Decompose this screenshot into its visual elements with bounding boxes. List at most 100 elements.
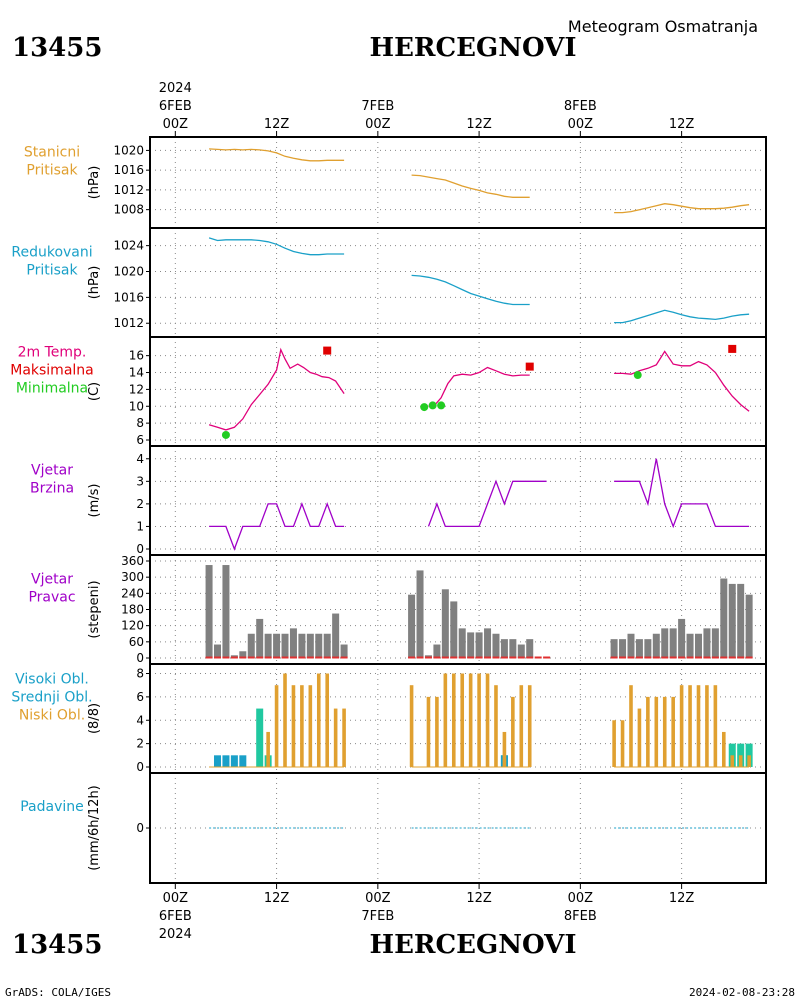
wind-calm-marker [239,656,247,659]
wind-direction-bar [306,633,314,658]
y-tick-label: 16 [129,349,144,363]
wind-calm-marker [298,656,306,659]
wind-calm-marker [703,656,711,659]
wind-direction-bar [340,644,348,658]
panel-label-wind_direction: Pravac [28,590,75,606]
y-tick-label: 8 [136,667,144,681]
panel-label-pressure: Pritisak [26,163,78,179]
cloud-low-bar [654,696,659,767]
wind-direction-bar [273,633,281,658]
date-label-bottom: 8FEB [564,909,597,924]
cloud-low-bar [620,720,625,767]
wind-calm-marker [686,656,694,659]
cloud-low-bar [637,708,642,767]
cloud-low-bar [316,673,321,767]
wind-direction-bar [315,633,323,658]
wind-calm-marker [458,656,466,659]
y-tick-label: 0 [136,651,144,665]
panel-unit-wind_direction: (stepeni) [87,580,102,638]
wind-direction-bar [416,570,424,658]
wind-calm-marker [433,656,441,659]
series-line-temperature [208,347,345,431]
wind-calm-marker [745,656,753,659]
wind-direction-bar [627,633,635,658]
wind-calm-marker [526,656,534,659]
cloud-low-bar [713,685,718,767]
footer-timestamp: 2024-02-08-23:28 [689,986,795,999]
y-tick-label: 360 [121,554,144,568]
wind-direction-bar [475,632,483,658]
y-tick-label: 1024 [113,239,144,253]
wind-calm-marker [222,656,230,659]
y-tick-label: 1008 [113,203,144,217]
wind-calm-marker [484,656,492,659]
cloud-low-bar [679,685,684,767]
wind-calm-marker [273,656,281,659]
panel-unit-precipitation: (mm/6h/12h) [87,785,102,871]
cloud-low-bar [409,685,414,767]
y-tick-label: 300 [121,570,144,584]
wind-direction-bar [694,633,702,658]
station-name-bottom: HERCEGNOVI [370,930,577,960]
wind-calm-marker [467,656,475,659]
cloud-low-bar [460,673,465,767]
cloud-low-bar [747,755,751,767]
time-tick-bottom: 12Z [669,891,695,906]
wind-direction-bar [610,639,618,658]
tmin-marker [420,403,429,412]
tmin-marker [428,401,437,410]
panel-label-wind_speed: Brzina [30,481,74,497]
wind-direction-bar [500,639,508,658]
wind-direction-bar [298,633,306,658]
tmin-marker [221,430,230,439]
y-tick-label: 180 [121,603,144,617]
year-label-bottom: 2024 [159,927,192,942]
time-tick-bottom: 00Z [568,891,594,906]
y-tick-label: 14 [129,366,144,380]
y-tick-label: 1016 [113,163,144,177]
station-id: 13455 [12,33,102,63]
wind-direction-bar [526,639,534,658]
wind-direction-bar [214,644,222,658]
wind-direction-bar [205,565,213,658]
cloud-low-bar [342,708,346,767]
time-tick-bottom: 12Z [264,891,290,906]
wind-direction-bar [222,565,230,658]
y-tick-label: 6 [136,690,144,704]
date-label-top: 6FEB [159,99,192,114]
wind-calm-marker [408,656,416,659]
series-line-wind_speed [614,458,750,529]
y-tick-label: 120 [121,619,144,633]
wind-calm-marker [214,656,222,659]
panel-label-temperature: 2m Temp. [18,345,87,361]
panel-label-wind_speed: Vjetar [31,463,73,479]
cloud-low-bar [511,696,515,767]
cloud-low-bar [722,731,726,767]
wind-direction-bar [484,628,492,658]
wind-calm-marker [737,656,745,659]
cloud-high-bar [214,755,222,767]
wind-direction-bar [737,583,745,658]
panel-label-clouds: Srednji Obl. [11,690,92,706]
cloud-low-bar [325,673,330,767]
time-tick-top: 00Z [365,117,391,132]
time-tick-top: 12Z [466,117,492,132]
cloud-mid-bar [256,708,264,767]
cloud-low-bar [300,685,304,767]
panel-unit-pressure: (hPa) [87,166,102,200]
cloud-low-bar [662,696,667,767]
y-tick-label: 240 [121,586,144,600]
wind-calm-marker [323,656,331,659]
wind-direction-bar [441,589,449,658]
y-tick-label: 2 [136,497,144,511]
wind-direction-bar [467,632,475,658]
wind-calm-marker [264,656,272,659]
y-tick-label: 0 [136,542,144,556]
wind-direction-bar [264,633,272,658]
cloud-low-bar [527,685,532,767]
date-label-top: 8FEB [564,99,597,114]
wind-calm-marker [652,656,660,659]
cloud-low-bar [283,673,287,767]
wind-calm-marker [644,656,652,659]
date-label-bottom: 6FEB [159,909,192,924]
